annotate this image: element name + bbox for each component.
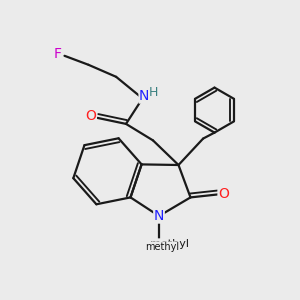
Text: methyl: methyl xyxy=(145,242,179,252)
Text: F: F xyxy=(54,47,62,61)
Text: O: O xyxy=(85,110,96,123)
Text: N: N xyxy=(154,209,164,223)
Text: H: H xyxy=(149,86,159,99)
Text: methyl: methyl xyxy=(150,239,189,249)
Text: O: O xyxy=(218,188,229,201)
Text: N: N xyxy=(139,89,149,103)
